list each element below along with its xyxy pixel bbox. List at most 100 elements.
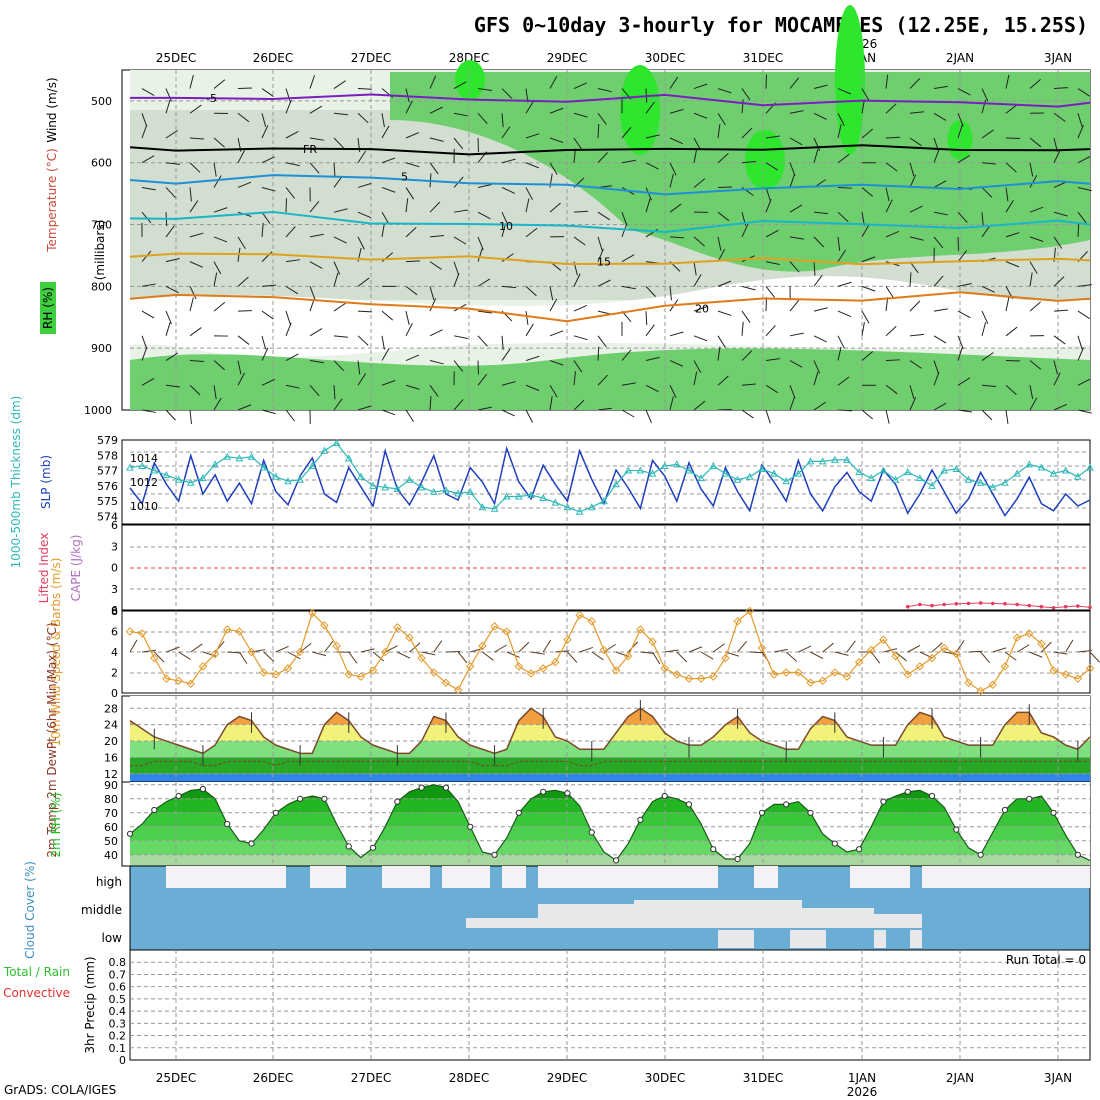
cloud-middle-label: middle bbox=[81, 903, 122, 917]
wind-barb bbox=[573, 112, 588, 118]
wind10m-point bbox=[538, 664, 548, 673]
rh2m-tick-label: 80 bbox=[104, 793, 118, 806]
wind-barb bbox=[477, 236, 484, 251]
wind-barb bbox=[909, 205, 923, 213]
wind10m-barb bbox=[542, 639, 552, 653]
thickness-point bbox=[976, 478, 985, 486]
wind-barb bbox=[573, 210, 589, 213]
wind-barb bbox=[429, 329, 443, 337]
wind10m-point bbox=[198, 662, 208, 671]
wind-barb bbox=[1077, 155, 1091, 164]
wind-barb bbox=[741, 350, 753, 361]
cape-point bbox=[1015, 602, 1019, 607]
wind-barb bbox=[285, 100, 292, 114]
bottom-date-label: 25DEC bbox=[156, 1071, 196, 1085]
thickness-point bbox=[709, 461, 718, 469]
wind-barb bbox=[333, 112, 348, 116]
wind-barb bbox=[549, 298, 558, 312]
wind-barb bbox=[189, 137, 205, 140]
contour-temp bbox=[129, 252, 1091, 266]
wind-barb bbox=[141, 409, 156, 413]
wind10m-barb bbox=[348, 651, 358, 664]
wind-barb bbox=[813, 84, 828, 90]
wind-barb bbox=[405, 226, 417, 238]
wind10m-barb bbox=[834, 651, 849, 656]
wind-barb bbox=[1005, 162, 1017, 173]
wind-barb bbox=[165, 99, 171, 114]
wind-barb bbox=[1077, 284, 1092, 287]
wind10m-point bbox=[903, 670, 912, 679]
thickness-point bbox=[648, 469, 657, 477]
cloud-high-gap bbox=[958, 866, 970, 888]
wind10m-barb bbox=[166, 646, 180, 653]
wind-barb bbox=[1053, 360, 1058, 375]
wind10m-point bbox=[964, 678, 973, 687]
wind-barb bbox=[333, 261, 341, 275]
top-date-label: 29DEC bbox=[547, 51, 587, 65]
slp-series bbox=[126, 439, 1094, 517]
cloud-high-gap bbox=[442, 866, 454, 888]
wind-barb bbox=[981, 409, 993, 421]
wind-barb bbox=[717, 211, 730, 222]
wind10m-point bbox=[660, 664, 669, 673]
wind-barb bbox=[549, 202, 561, 213]
li-tick-label: 6 bbox=[111, 604, 118, 617]
wind-barb bbox=[645, 198, 651, 213]
wind-barb bbox=[741, 88, 751, 101]
wind10m-point bbox=[259, 668, 268, 677]
wind-barb bbox=[885, 359, 901, 362]
wind-barb bbox=[261, 211, 271, 224]
wind-barb bbox=[573, 82, 587, 90]
wind10m-axis-label: 10m Wind Speed & Barbs (m/s) bbox=[49, 558, 63, 747]
wind-barb bbox=[1077, 222, 1080, 237]
thickness-point bbox=[502, 492, 511, 500]
wind-barb bbox=[525, 162, 540, 169]
contour-temp bbox=[129, 174, 1091, 196]
wind-barb bbox=[333, 272, 339, 287]
wind10m-point bbox=[794, 668, 803, 677]
rh2m-point bbox=[953, 826, 960, 833]
chart-title: GFS 0~10day 3-hourly for MOCAMEDES (12.2… bbox=[474, 13, 1088, 37]
wind-barb bbox=[789, 110, 804, 114]
wind10m-barb bbox=[652, 651, 661, 665]
wind-barb bbox=[1053, 112, 1066, 122]
wind-barb bbox=[573, 399, 585, 411]
cloud-high-gap bbox=[250, 866, 262, 888]
thickness-point bbox=[1074, 472, 1082, 480]
wind-barb bbox=[213, 175, 222, 188]
cloud-high-gap bbox=[850, 866, 862, 888]
wind-barb bbox=[621, 254, 635, 263]
thickness-point bbox=[539, 493, 548, 502]
wind-barb bbox=[189, 162, 201, 173]
wind10m-point bbox=[636, 625, 645, 634]
rh2m-point bbox=[685, 801, 693, 808]
wind-barb bbox=[501, 223, 507, 238]
wind10m-barb bbox=[312, 651, 326, 657]
wind-barb bbox=[285, 384, 300, 389]
wind10m-point bbox=[1037, 639, 1046, 649]
cloud-high-gap bbox=[622, 866, 634, 888]
wind-barb bbox=[213, 236, 228, 243]
wind-barb bbox=[669, 203, 682, 213]
wind-barb bbox=[645, 311, 648, 326]
bottom-date-label: 29DEC bbox=[547, 1071, 587, 1085]
wind-barb bbox=[381, 125, 390, 139]
top-date-axis: 25DEC26DEC27DEC28DEC29DEC30DEC31DEC1JAN2… bbox=[156, 51, 1072, 65]
wind-barb bbox=[861, 409, 874, 420]
wind-barb bbox=[189, 187, 192, 202]
wind-barb bbox=[1077, 335, 1083, 350]
wind-barb bbox=[597, 407, 612, 411]
wind-barb bbox=[1029, 397, 1038, 411]
wind-barb bbox=[549, 137, 564, 144]
wind-barb bbox=[333, 162, 336, 177]
cape-point bbox=[1051, 606, 1056, 610]
rh2m-tick-label: 90 bbox=[104, 779, 118, 792]
wind-barb bbox=[165, 225, 175, 238]
thickness-point bbox=[879, 466, 888, 474]
temp-tick-label: 20 bbox=[104, 735, 118, 748]
wind-barb bbox=[885, 199, 893, 213]
wind10m-point bbox=[1024, 629, 1034, 638]
